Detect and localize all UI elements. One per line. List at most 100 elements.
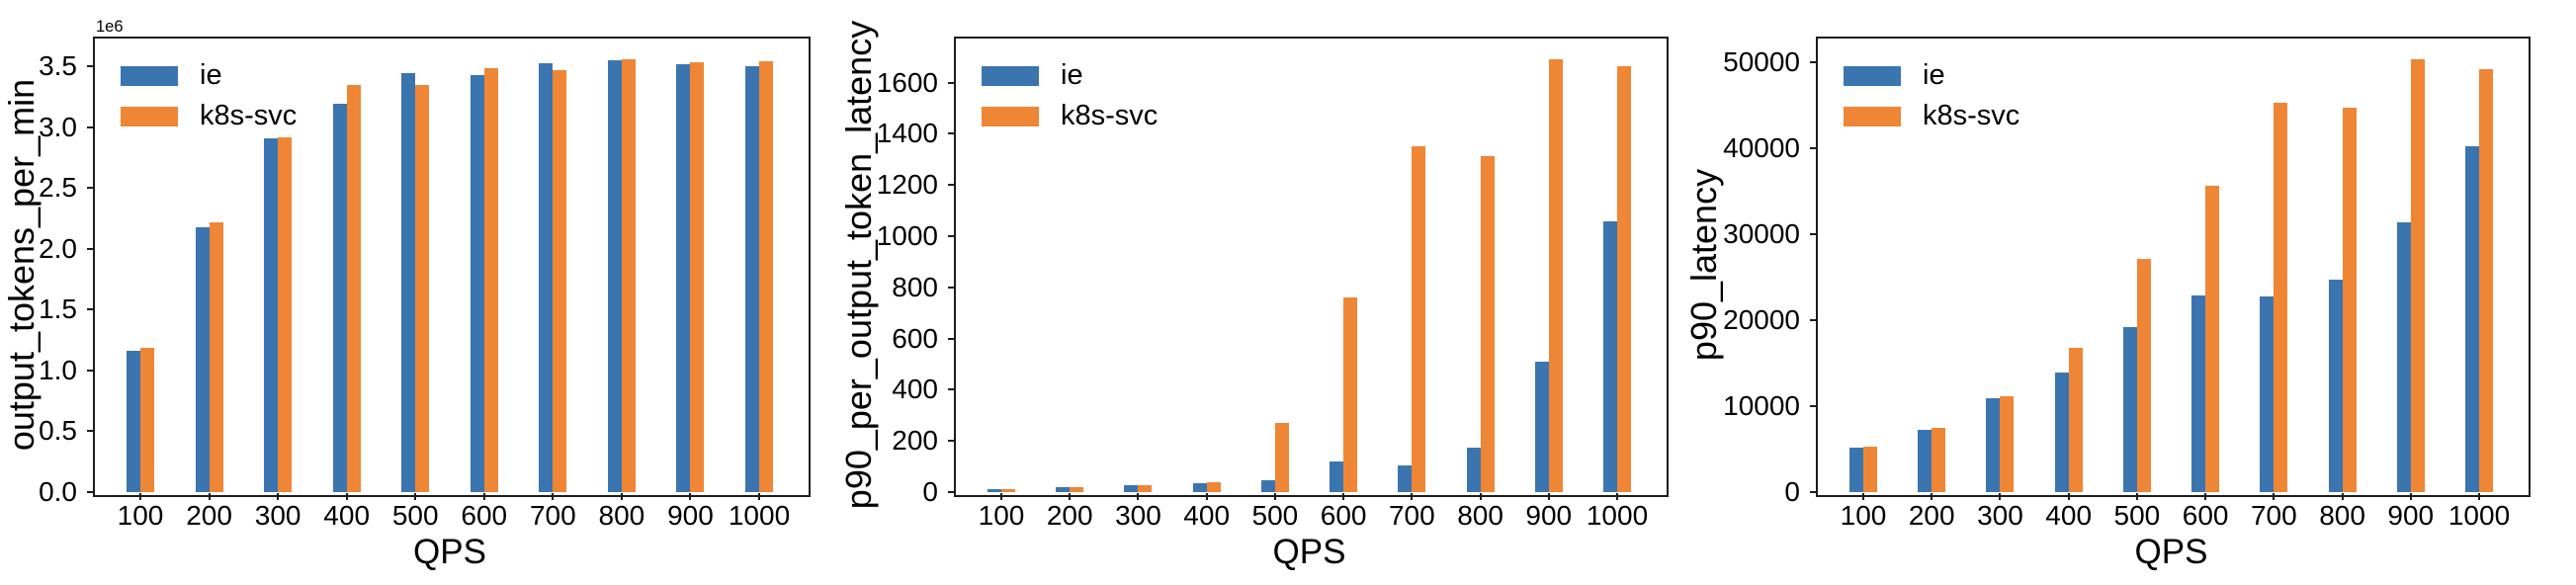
legend-swatch-k8s-svc: [121, 107, 178, 126]
y-tick-label-0.0: 0.0: [39, 476, 77, 507]
y-tick-1600: [948, 81, 955, 84]
y-tick-3.5: [87, 65, 94, 68]
y-tick-1000: [948, 234, 955, 237]
bar-k8s-svc-1000: [2479, 69, 2493, 492]
x-tick-label-400: 400: [323, 500, 371, 531]
x-tick-label-300: 300: [1977, 500, 2023, 531]
bar-k8s-svc-500: [415, 85, 430, 492]
x-tick-label-200: 200: [186, 500, 232, 531]
bar-k8s-svc-100: [140, 348, 154, 492]
bar-k8s-svc-600: [1343, 297, 1358, 492]
y-tick-1400: [948, 132, 955, 135]
y-tick-label-800: 800: [892, 271, 938, 302]
bar-ie-100: [127, 351, 140, 492]
y-tick-600: [948, 337, 955, 340]
bar-k8s-svc-700: [2274, 103, 2288, 492]
x-tick-label-600: 600: [2182, 500, 2229, 531]
bar-ie-600: [470, 75, 484, 492]
x-tick-label-900: 900: [1525, 500, 1573, 531]
y-tick-label-1.5: 1.5: [39, 293, 77, 325]
bar-ie-700: [2260, 296, 2275, 492]
plot-area-2: [954, 37, 1669, 497]
bar-ie-900: [2396, 222, 2411, 492]
x-tick-300: [277, 493, 280, 500]
bar-ie-300: [264, 138, 279, 492]
y-tick-label-1.0: 1.0: [39, 354, 77, 385]
x-tick-900: [2409, 493, 2412, 500]
x-tick-label-500: 500: [2113, 500, 2161, 531]
x-tick-label-100: 100: [117, 500, 164, 531]
x-tick-400: [2067, 493, 2070, 500]
bar-k8s-svc-300: [278, 137, 293, 492]
bar-ie-800: [607, 60, 622, 492]
y-tick-800: [948, 286, 955, 289]
y-axis-label-1: output_tokens_per_min: [1, 78, 42, 452]
x-tick-label-300: 300: [1115, 500, 1161, 531]
x-tick-900: [1547, 493, 1550, 500]
x-tick-1000: [758, 493, 760, 500]
x-tick-800: [2341, 493, 2344, 500]
y-tick-0.5: [87, 430, 94, 433]
x-tick-200: [208, 493, 211, 500]
x-tick-label-1000: 1000: [2447, 500, 2511, 531]
bar-ie-1000: [2465, 146, 2479, 492]
x-tick-label-500: 500: [391, 500, 439, 531]
bar-k8s-svc-800: [2342, 108, 2357, 492]
legend-label-ie: ie: [1923, 59, 1945, 91]
x-tick-label-700: 700: [1388, 500, 1435, 531]
bar-ie-500: [401, 73, 416, 492]
bar-k8s-svc-800: [621, 59, 636, 492]
y-tick-1.0: [87, 369, 94, 372]
x-axis-label-3: QPS: [2134, 533, 2208, 571]
x-axis-label-2: QPS: [1272, 533, 1346, 571]
bar-k8s-svc-500: [1274, 423, 1289, 492]
bar-k8s-svc-400: [1206, 482, 1221, 492]
y-tick-label-400: 400: [892, 374, 938, 405]
bar-k8s-svc-400: [2068, 348, 2083, 492]
y-tick-label-0: 0: [922, 476, 938, 507]
bar-ie-800: [1466, 448, 1481, 492]
bar-k8s-svc-900: [1548, 59, 1563, 492]
y-axis-label-3: p90_latency: [1683, 168, 1724, 362]
x-tick-400: [345, 493, 348, 500]
bar-ie-100: [987, 489, 1001, 492]
y-tick-label-40000: 40000: [1723, 132, 1800, 164]
x-tick-label-800: 800: [2319, 500, 2365, 531]
y-tick-label-20000: 20000: [1723, 304, 1800, 336]
x-tick-label-600: 600: [461, 500, 508, 531]
bar-ie-300: [1986, 398, 2001, 492]
x-tick-label-400: 400: [2045, 500, 2093, 531]
bar-ie-100: [1849, 448, 1863, 492]
x-tick-200: [1931, 493, 1933, 500]
bar-k8s-svc-600: [2205, 186, 2220, 492]
bar-ie-300: [1124, 485, 1139, 492]
bar-ie-400: [332, 104, 347, 492]
plot-area-1: [93, 37, 811, 497]
x-tick-1000: [2478, 493, 2480, 500]
bar-k8s-svc-700: [553, 70, 567, 492]
x-tick-500: [2135, 493, 2138, 500]
y-tick-200: [948, 440, 955, 443]
x-tick-600: [482, 493, 485, 500]
y-tick-label-1400: 1400: [876, 118, 938, 149]
legend-swatch-k8s-svc: [982, 107, 1039, 126]
bar-k8s-svc-500: [2136, 259, 2151, 492]
bar-ie-600: [1330, 461, 1344, 492]
plot-area-3: [1816, 37, 2531, 497]
bar-ie-700: [1398, 465, 1413, 492]
legend-label-k8s-svc: k8s-svc: [1923, 100, 2020, 131]
legend-swatch-ie: [1844, 66, 1901, 86]
x-tick-label-300: 300: [254, 500, 301, 531]
y-tick-label-1200: 1200: [876, 169, 938, 201]
bar-ie-200: [195, 227, 210, 492]
y-tick-label-600: 600: [892, 322, 938, 354]
bar-ie-400: [1192, 483, 1207, 492]
x-tick-100: [1000, 493, 1002, 500]
bar-ie-200: [1056, 487, 1071, 492]
bar-ie-700: [539, 63, 554, 492]
bar-ie-600: [2191, 295, 2206, 492]
bar-k8s-svc-300: [1138, 485, 1153, 492]
y-tick-30000: [1810, 233, 1817, 236]
x-tick-label-500: 500: [1251, 500, 1299, 531]
x-tick-800: [620, 493, 623, 500]
